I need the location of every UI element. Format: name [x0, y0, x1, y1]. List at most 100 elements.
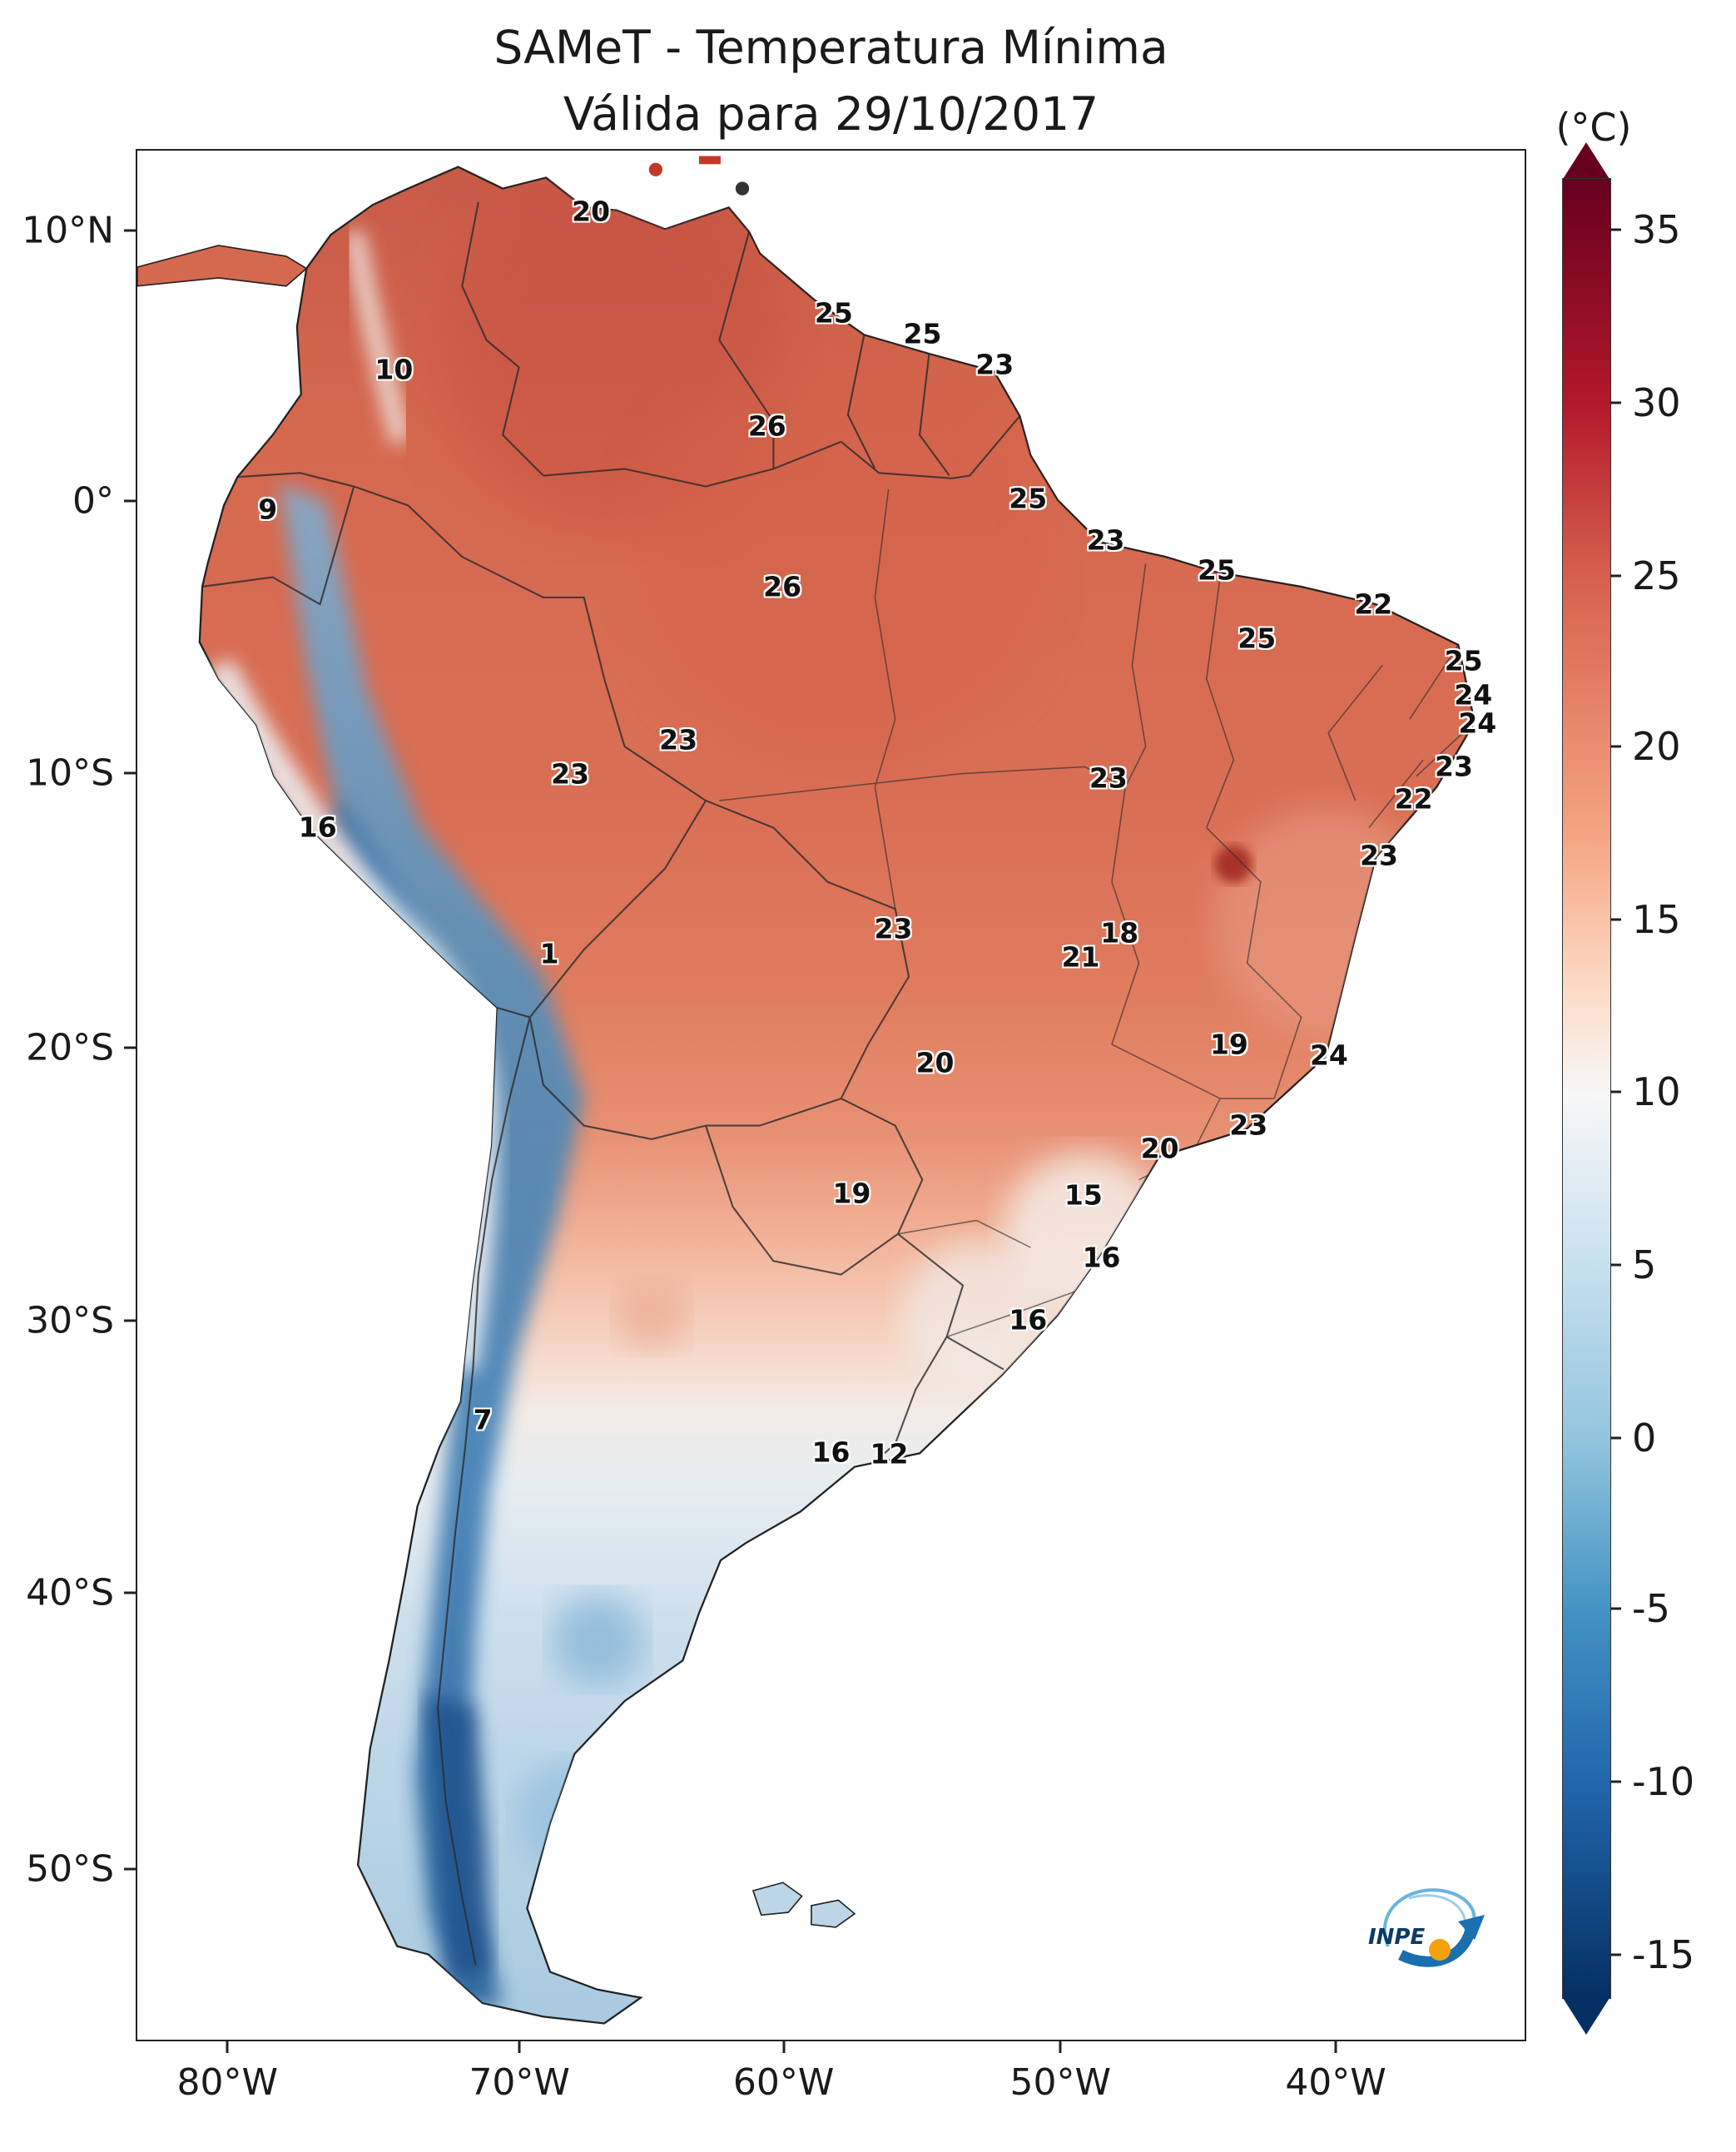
temperature-value-label: 16 — [1009, 1303, 1048, 1336]
colorbar-tick-mark — [1610, 745, 1621, 748]
colorbar-tick-label: 30 — [1632, 379, 1681, 425]
colorbar-gradient — [1562, 178, 1611, 1999]
colorbar-tick-mark — [1610, 1953, 1621, 1956]
temperature-value-label: 23 — [1435, 750, 1473, 783]
colorbar-tick-label: 20 — [1632, 724, 1681, 770]
colorbar-tick-mark — [1610, 401, 1621, 404]
falkland-islands — [751, 1882, 856, 1928]
temperature-value-label: 1 — [539, 937, 559, 970]
temperature-value-label: 25 — [903, 317, 942, 350]
temperature-value-label: 23 — [874, 912, 913, 945]
colorbar-arrow-bottom — [1563, 1998, 1610, 2035]
temperature-value-label: 24 — [1458, 707, 1497, 740]
colorbar-tick-label: -10 — [1632, 1758, 1695, 1804]
temperature-value-label: 22 — [1354, 588, 1393, 621]
temperature-value-label: 9 — [258, 493, 278, 526]
colorbar-tick-label: -15 — [1632, 1931, 1695, 1977]
x-axis-tick-label: 50°W — [1009, 2061, 1111, 2104]
temperature-value-label: 23 — [1089, 761, 1128, 795]
colorbar-tick-label: 5 — [1632, 1242, 1657, 1288]
temperature-value-label: 12 — [870, 1437, 909, 1470]
temperature-value-label: 23 — [1359, 839, 1398, 872]
colorbar-tick-mark — [1610, 228, 1621, 231]
x-axis-tick-label: 80°W — [176, 2061, 279, 2104]
colorbar-tick-label: 25 — [1632, 553, 1681, 598]
temperature-value-label: 23 — [659, 723, 698, 756]
colorbar-tick-mark — [1610, 1436, 1621, 1440]
temperature-value-label: 24 — [1309, 1039, 1348, 1072]
country-borders — [201, 201, 1021, 1966]
y-axis-tick-mark — [124, 1046, 136, 1049]
colorbar-tick-label: 35 — [1632, 207, 1681, 253]
temperature-value-label: 26 — [747, 409, 786, 443]
temperature-value-label: 16 — [811, 1435, 851, 1469]
colorbar-tick-label: 15 — [1632, 896, 1681, 942]
x-axis-tick-mark — [1059, 2041, 1062, 2053]
y-axis-tick-label: 0° — [72, 479, 114, 523]
y-axis-tick-mark — [124, 771, 136, 775]
x-axis-tick-mark — [518, 2041, 521, 2053]
y-axis-tick-label: 30°S — [26, 1299, 114, 1342]
temperature-value-label: 18 — [1100, 916, 1139, 950]
y-axis-tick-label: 10°S — [26, 751, 114, 795]
y-axis: 10°N 0° 10°S 20°S 30°S 40°S 50°S — [0, 149, 136, 2041]
temperature-value-label: 15 — [1064, 1178, 1103, 1212]
y-axis-tick-mark — [124, 499, 136, 503]
title-line2: Válida para 29/10/2017 — [563, 87, 1099, 141]
south-america-map — [137, 156, 1476, 2025]
figure-title: SAMeT - Temperatura Mínima Válida para 2… — [136, 15, 1526, 148]
title-line1: SAMeT - Temperatura Mínima — [494, 21, 1168, 74]
y-axis-tick-mark — [124, 1319, 136, 1322]
y-axis-tick-label: 10°N — [22, 209, 114, 252]
inpe-swirl-icon — [1382, 1888, 1476, 1947]
colorbar-tick-mark — [1610, 918, 1621, 921]
temperature-value-label: 25 — [814, 296, 853, 330]
colorbar-tick-mark — [1610, 574, 1621, 578]
colorbar-arrow-top — [1563, 142, 1610, 179]
x-axis-tick-label: 70°W — [469, 2061, 570, 2104]
inpe-logo-graphic — [1382, 1888, 1485, 1967]
inpe-logo-text: INPE — [1368, 1925, 1426, 1950]
colorbar — [1562, 142, 1611, 2035]
caribbean-islands — [648, 156, 750, 196]
x-axis-tick-mark — [782, 2041, 786, 2053]
temperature-value-label: 23 — [1086, 523, 1125, 557]
colorbar-tick-label: 10 — [1632, 1069, 1681, 1115]
y-axis-tick-mark — [124, 1867, 136, 1871]
temperature-value-label: 16 — [298, 811, 337, 844]
colorbar-tick-mark — [1610, 1263, 1621, 1267]
x-axis-tick-mark — [226, 2041, 229, 2053]
temperature-value-label: 23 — [551, 757, 590, 791]
state-borders — [719, 488, 1475, 1338]
temperature-value-label: 16 — [1082, 1241, 1121, 1274]
temperature-value-label: 22 — [1394, 782, 1433, 816]
temperature-value-label: 25 — [1238, 622, 1277, 655]
y-axis-tick-label: 40°S — [26, 1571, 114, 1614]
temperature-value-label: 7 — [473, 1403, 493, 1436]
temperature-value-label: 21 — [1061, 940, 1100, 974]
map-plot-area: 20 25 25 23 10 26 9 25 23 25 26 22 25 25 24 24 23 23 23 23 2… — [136, 149, 1526, 2041]
temperature-value-label: 19 — [1209, 1028, 1248, 1061]
temperature-value-label: 25 — [1197, 553, 1236, 587]
temperature-value-label: 10 — [374, 353, 414, 386]
colorbar-ticks: 35 30 25 20 15 10 5 0 -5 -10 -15 — [1610, 179, 1735, 1998]
temperature-value-label: 20 — [915, 1046, 955, 1079]
colorbar-tick-mark — [1610, 1780, 1621, 1783]
colorbar-tick-label: 0 — [1632, 1415, 1657, 1460]
central-america-strip — [137, 245, 308, 287]
temperature-value-label: 25 — [1444, 644, 1483, 677]
x-axis: 80°W 70°W 60°W 50°W 40°W — [136, 2041, 1526, 2133]
inpe-arrow-icon — [1398, 1923, 1477, 1967]
continent-landmass — [198, 166, 1476, 2025]
temperature-value-label: 19 — [832, 1177, 871, 1210]
y-axis-tick-label: 20°S — [26, 1026, 114, 1069]
temperature-value-label: 20 — [1140, 1132, 1179, 1165]
temperature-value-label: 23 — [975, 348, 1014, 380]
colorbar-tick-mark — [1610, 1607, 1621, 1610]
temperature-value-label: 26 — [763, 570, 802, 603]
temperature-value-label: 25 — [1009, 482, 1048, 515]
temperature-value-label: 24 — [1454, 678, 1493, 712]
temperature-value-label: 20 — [572, 195, 611, 228]
temperature-labels-layer: 20 25 25 23 10 26 9 25 23 25 26 22 25 25 24 24 23 23 23 23 2… — [137, 151, 1525, 2040]
colorbar-tick-label: -5 — [1632, 1586, 1670, 1632]
